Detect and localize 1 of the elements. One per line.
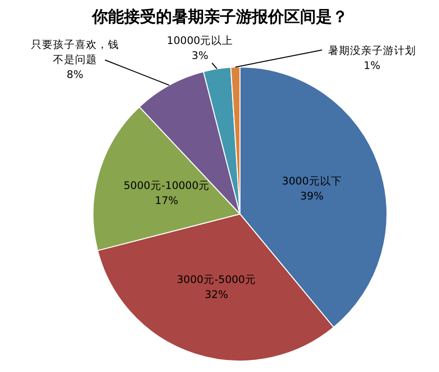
title: 你能接受的暑期亲子游报价区间是？ — [92, 7, 348, 26]
